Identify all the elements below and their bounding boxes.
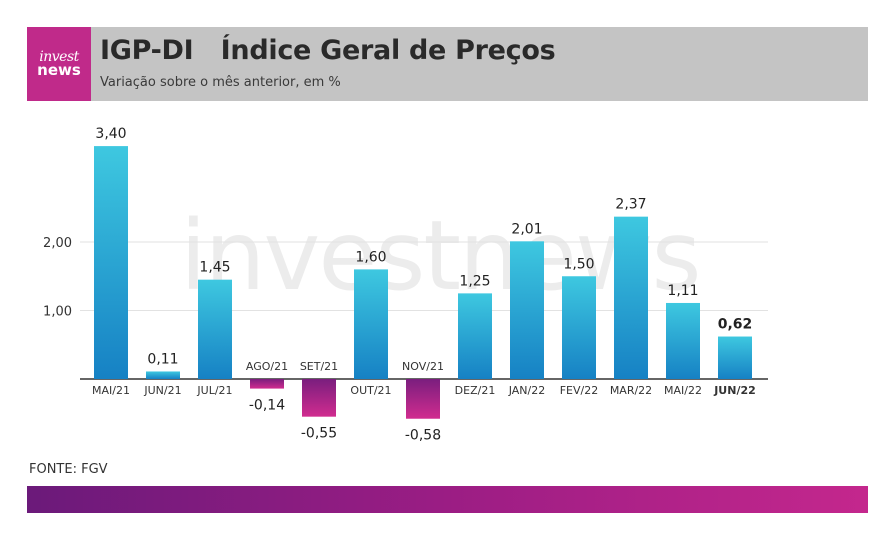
bar (458, 293, 492, 379)
data-label: -0,58 (405, 428, 441, 444)
x-tick-label: JUN/22 (713, 384, 756, 397)
x-tick-label: JUN/21 (143, 384, 181, 397)
data-label: 2,01 (511, 221, 542, 237)
bar (354, 269, 388, 379)
bar (146, 371, 180, 379)
x-tick-label: NOV/21 (402, 360, 444, 373)
chart-title: IGP-DI Índice Geral de Preços (100, 35, 556, 66)
x-tick-label: MAI/22 (664, 384, 702, 397)
data-label: -0,14 (249, 398, 285, 414)
source-note: FONTE: FGV (29, 462, 108, 477)
data-label: 1,25 (459, 273, 490, 289)
data-label: 0,11 (147, 351, 178, 367)
x-tick-label: JUL/21 (196, 384, 232, 397)
data-label: 3,40 (95, 126, 126, 142)
y-tick-label: 1,00 (43, 305, 72, 320)
bar (406, 379, 440, 419)
header: invest news IGP-DI Índice Geral de Preço… (27, 27, 868, 101)
data-label: 1,45 (199, 260, 230, 276)
bar (302, 379, 336, 417)
x-tick-label: DEZ/21 (455, 384, 496, 397)
y-tick-label: 2,00 (43, 236, 72, 251)
x-tick-label: OUT/21 (350, 384, 391, 397)
bar-chart: 1,00 2,00 3,40 MAI/21 0,11 JUN/21 1,45 JUL/21 -0… (43, 126, 768, 444)
bar (614, 216, 648, 379)
data-label: 1,11 (667, 283, 698, 299)
logo-text-invest: invest (39, 49, 79, 65)
investnews-logo: invest news (27, 27, 91, 101)
logo-text-news: news (37, 61, 81, 79)
x-tick-label: FEV/22 (560, 384, 599, 397)
bar (250, 379, 284, 389)
data-label: 0,62 (718, 317, 753, 333)
data-label: 2,37 (615, 197, 646, 213)
chart-subtitle: Variação sobre o mês anterior, em % (100, 75, 341, 90)
footer-bar (27, 486, 868, 513)
x-tick-label: MAI/21 (92, 384, 130, 397)
x-tick-label: MAR/22 (610, 384, 652, 397)
bar (94, 146, 128, 379)
bar (198, 279, 232, 379)
data-label: -0,55 (301, 426, 337, 442)
bar (562, 276, 596, 379)
data-label: 1,50 (563, 256, 594, 272)
x-tick-label: SET/21 (300, 360, 338, 373)
x-tick-label: JAN/22 (508, 384, 546, 397)
bar (718, 336, 752, 379)
x-tick-label: AGO/21 (246, 360, 288, 373)
data-label: 1,60 (355, 249, 386, 265)
bar (666, 302, 700, 379)
bar (510, 241, 544, 379)
